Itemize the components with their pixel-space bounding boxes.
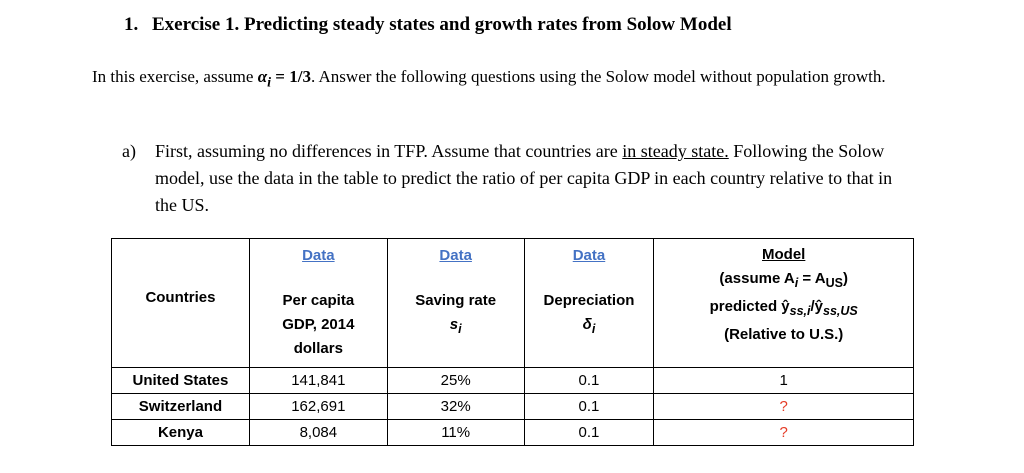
data-table: Countries Data Per capita GDP, 2014 doll… [111,238,914,446]
row-saving: 25% [386,367,525,394]
exercise-heading: 1. Exercise 1. Predicting steady states a… [124,14,732,36]
header-countries: Countries [111,238,250,368]
gdp-label-2: GDP, 2014 [282,316,355,333]
depreciation-symbol: δi [582,316,596,336]
model-assumption: (assume Ai = AUS) [719,270,848,290]
row-gdp: 141,841 [248,367,388,394]
saving-symbol: si [449,316,462,336]
table-row: Kenya 8,084 11% 0.1 ? [111,419,914,446]
intro-text-end: . Answer the following questions using t… [310,67,886,86]
row-country: Kenya [111,419,250,446]
row-depreciation: 0.1 [523,367,655,394]
question-text-1: First, assuming no differences in TFP. A… [155,141,623,161]
row-model: 1 [653,367,914,394]
data-tag-gdp: Data [302,247,335,264]
intro-paragraph: In this exercise, assume αi = 1/3. Answe… [92,63,922,96]
row-depreciation: 0.1 [523,419,655,446]
row-model: ? [653,419,914,446]
question-a: a) First, assuming no differences in TFP… [122,138,902,219]
model-predicted-label: predicted ŷss,i/ŷss,US [709,298,858,318]
question-text-2: Following the Solow model, use the data … [155,141,893,215]
countries-label: Countries [145,289,216,306]
header-gdp: Data Per capita GDP, 2014 dollars [248,238,388,368]
row-model: ? [653,393,914,420]
question-label: a) [122,141,136,161]
gdp-label-1: Per capita [282,292,355,309]
alpha-symbol: αi [257,67,272,91]
row-saving: 11% [386,419,525,446]
row-gdp: 162,691 [248,393,388,420]
depreciation-label: Depreciation [543,292,635,309]
intro-text-start: In this exercise, assume [92,67,258,86]
header-saving: Data Saving rate si [386,238,525,368]
row-gdp: 8,084 [248,419,388,446]
question-body: First, assuming no differences in TFP. A… [155,138,902,219]
row-country: United States [111,367,250,394]
exercise-title: Exercise 1. Predicting steady states and… [152,14,732,35]
header-model: Model (assume Ai = AUS) predicted ŷss,i/… [653,238,914,368]
row-saving: 32% [386,393,525,420]
table-header-row: Countries Data Per capita GDP, 2014 doll… [111,238,914,368]
exercise-number: 1. [124,14,139,35]
saving-label: Saving rate [415,292,497,309]
row-country: Switzerland [111,393,250,420]
row-depreciation: 0.1 [523,393,655,420]
table-row: United States 141,841 25% 0.1 1 [111,367,914,394]
gdp-label-3: dollars [293,340,343,357]
model-tag: Model [762,246,806,263]
data-tag-saving: Data [439,247,472,264]
alpha-value: = 1/3 [271,67,311,86]
question-underlined: in steady state. [622,141,729,161]
table-row: Switzerland 162,691 32% 0.1 ? [111,393,914,420]
data-tag-depreciation: Data [572,247,606,264]
header-depreciation: Data Depreciation δi [523,238,655,368]
model-relative-label: (Relative to U.S.) [724,326,844,343]
